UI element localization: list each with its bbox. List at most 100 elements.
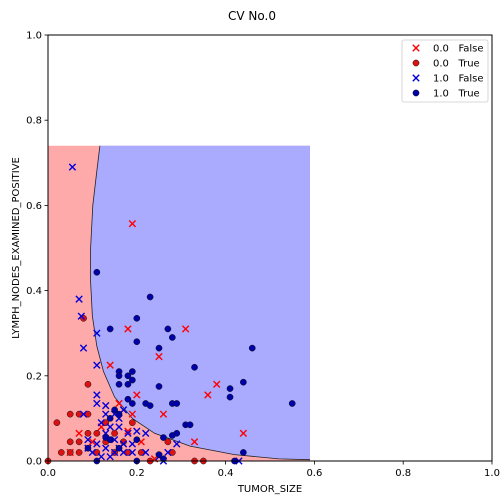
data-point	[93, 391, 101, 399]
data-point	[93, 399, 101, 408]
data-point	[84, 436, 92, 444]
data-point	[79, 410, 88, 418]
data-point	[168, 449, 176, 456]
data-point	[115, 399, 123, 408]
data-point	[168, 334, 176, 341]
legend-label: 1.0 False	[433, 74, 484, 85]
data-point	[75, 429, 83, 438]
data-point	[106, 361, 114, 369]
legend-label: 0.0 True	[433, 59, 480, 70]
data-point	[75, 438, 83, 446]
y-axis-label: LYMPH_NODES_EXAMINED_POSITIVE	[11, 157, 22, 339]
data-point	[93, 268, 101, 276]
data-point	[106, 415, 114, 422]
legend-marker	[412, 59, 420, 67]
data-point	[288, 400, 296, 407]
series-3	[84, 268, 296, 465]
data-point	[181, 325, 190, 333]
data-point	[102, 401, 110, 410]
data-point	[128, 410, 137, 418]
data-point	[111, 406, 118, 414]
data-point	[84, 410, 92, 418]
data-point	[239, 429, 248, 438]
data-point	[124, 449, 132, 456]
data-point	[75, 449, 83, 456]
data-point	[115, 380, 123, 388]
data-point	[93, 361, 101, 369]
x-axis-label: TUMOR_SIZE	[237, 484, 302, 495]
data-point	[84, 380, 92, 388]
x-tick-label: 0.2	[129, 468, 145, 479]
data-point	[141, 429, 150, 438]
data-point	[240, 378, 247, 386]
data-point	[133, 338, 141, 346]
data-point	[57, 449, 65, 456]
data-point	[84, 429, 92, 437]
data-point	[93, 440, 101, 448]
data-point	[155, 344, 163, 352]
data-point	[75, 410, 83, 418]
legend-item: 1.0 True	[412, 89, 480, 100]
y-tick-label: 0.8	[26, 116, 42, 127]
data-point	[66, 438, 74, 446]
data-point	[111, 429, 118, 437]
data-point	[159, 410, 168, 418]
data-point	[124, 325, 132, 333]
data-point	[137, 449, 145, 456]
decision-regions	[48, 145, 311, 461]
data-point	[226, 385, 234, 392]
x-tick-label: 0.4	[218, 468, 234, 479]
legend-box	[401, 39, 489, 103]
data-point	[146, 293, 154, 301]
x-axis-ticks: 0.0 0.2 0.4 0.6 0.8 1.0	[40, 461, 500, 479]
data-point	[102, 444, 110, 452]
data-point	[115, 423, 123, 431]
data-point	[164, 448, 172, 457]
data-points	[44, 163, 296, 465]
chart-title: CV No.0	[228, 9, 276, 23]
legend-label: 1.0 True	[433, 89, 480, 100]
data-point	[68, 163, 77, 171]
data-point	[129, 376, 136, 384]
data-point	[155, 451, 163, 458]
x-tick-label: 0.6	[306, 468, 322, 479]
data-point	[93, 429, 101, 437]
y-tick-label: 0.0	[26, 457, 42, 468]
data-point	[124, 380, 132, 388]
x-tick-label: 0.0	[40, 468, 56, 479]
data-point	[248, 344, 256, 352]
data-point	[79, 344, 88, 352]
legend-marker	[412, 44, 420, 52]
legend-item: 0.0 False	[412, 44, 484, 55]
data-point	[213, 380, 221, 389]
decision-boundary	[90, 145, 311, 461]
data-point	[133, 427, 141, 435]
data-point	[164, 438, 172, 446]
data-point	[88, 438, 97, 446]
data-point	[93, 329, 101, 337]
data-point	[124, 427, 132, 435]
y-tick-label: 0.6	[26, 201, 42, 212]
data-point	[129, 400, 136, 407]
data-point	[133, 436, 141, 444]
data-point	[133, 391, 141, 399]
data-point	[77, 312, 85, 320]
data-point	[84, 444, 92, 452]
data-point	[128, 220, 137, 228]
data-point	[129, 419, 136, 427]
x-tick-label: 0.8	[395, 468, 411, 479]
data-point	[115, 372, 123, 380]
y-tick-label: 0.2	[26, 371, 42, 382]
y-axis-ticks: 0.0 0.2 0.4 0.6 0.8 1.0	[26, 31, 48, 468]
data-point	[168, 432, 176, 439]
data-point	[106, 453, 114, 461]
data-point	[164, 325, 172, 333]
data-point	[115, 410, 123, 418]
legend-item: 0.0 True	[412, 59, 480, 70]
data-point	[173, 440, 181, 448]
data-point	[155, 352, 163, 361]
y-tick-label: 0.4	[26, 286, 42, 297]
legend-marker	[412, 89, 420, 97]
data-point	[106, 423, 114, 431]
